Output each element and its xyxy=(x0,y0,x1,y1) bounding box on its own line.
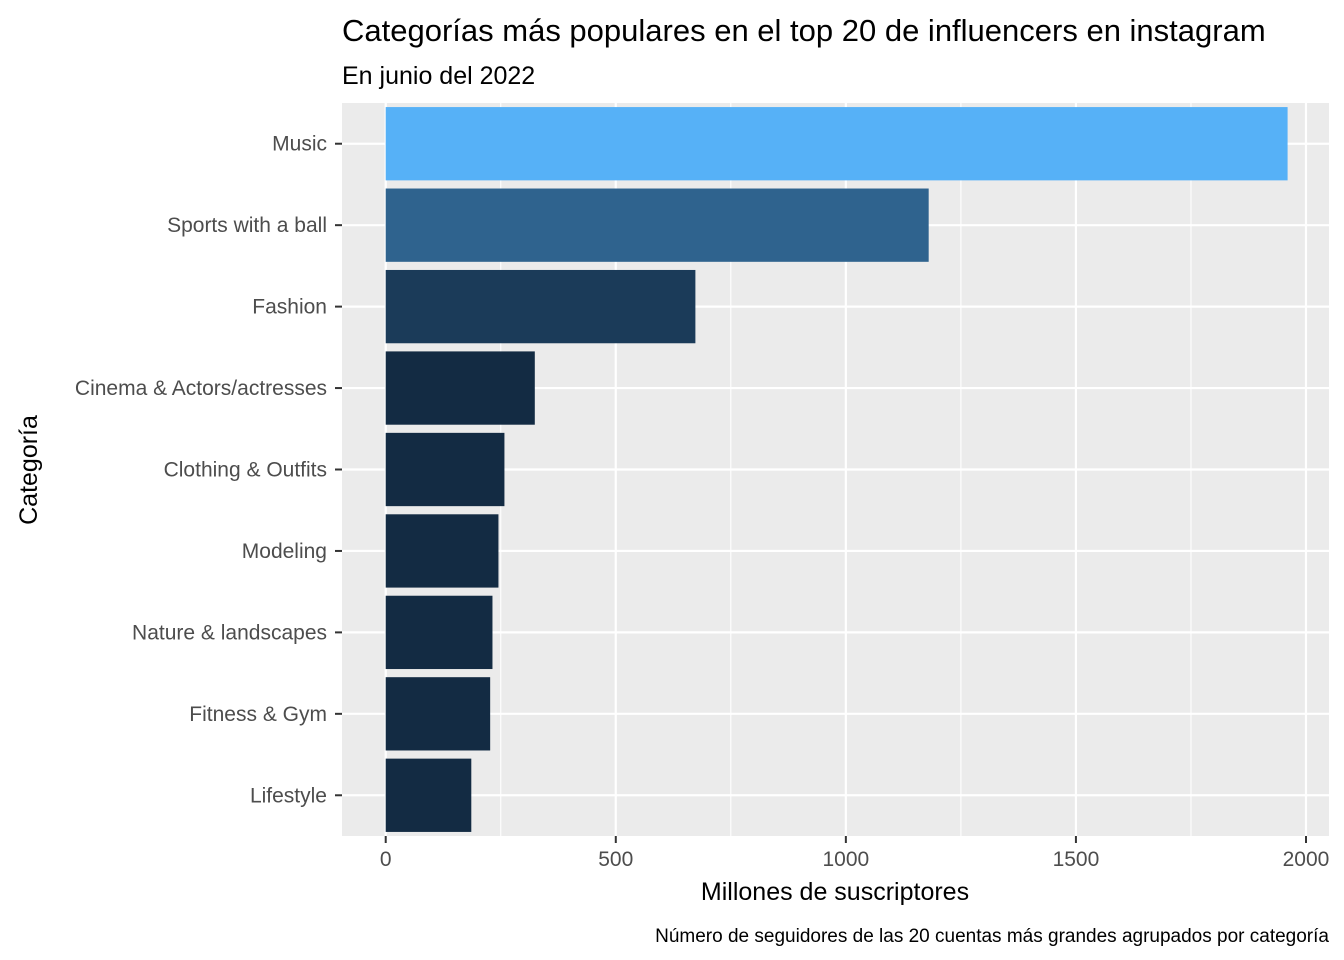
chart-caption: Número de seguidores de las 20 cuentas m… xyxy=(655,926,1329,947)
x-tick-label: 2000 xyxy=(1283,848,1330,871)
y-tick-label: Modeling xyxy=(242,540,327,563)
x-axis-title: Millones de suscriptores xyxy=(701,878,969,906)
x-axis: 0 500 1000 1500 2000 xyxy=(380,836,1329,871)
x-tick-label: 1000 xyxy=(822,848,869,871)
y-tick-label: Fitness & Gym xyxy=(189,703,327,726)
bar xyxy=(385,269,696,344)
bar xyxy=(385,514,499,588)
y-tick-label: Music xyxy=(272,133,327,156)
bars xyxy=(385,107,1288,832)
y-tick-label: Cinema & Actors/actresses xyxy=(75,377,327,400)
y-tick-label: Clothing & Outfits xyxy=(164,459,327,482)
bar xyxy=(385,188,929,262)
y-tick-label: Sports with a ball xyxy=(167,214,327,237)
y-tick-label: Nature & landscapes xyxy=(132,621,327,644)
y-tick-label: Lifestyle xyxy=(250,784,327,807)
y-tick-label: Fashion xyxy=(252,296,327,319)
y-axis-title: Categoría xyxy=(15,415,43,525)
chart-title: Categorías más populares en el top 20 de… xyxy=(342,13,1266,48)
x-tick-label: 500 xyxy=(598,848,633,871)
x-tick-label: 1500 xyxy=(1053,848,1100,871)
bar xyxy=(385,758,472,832)
bar xyxy=(385,107,1288,181)
y-axis: Music Sports with a ball Fashion Cinema & A… xyxy=(75,133,342,807)
bar xyxy=(385,351,535,425)
x-tick-label: 0 xyxy=(380,848,392,871)
chart-subtitle: En junio del 2022 xyxy=(342,62,535,90)
bar xyxy=(385,677,491,751)
bar xyxy=(385,595,493,670)
bar xyxy=(385,432,505,507)
